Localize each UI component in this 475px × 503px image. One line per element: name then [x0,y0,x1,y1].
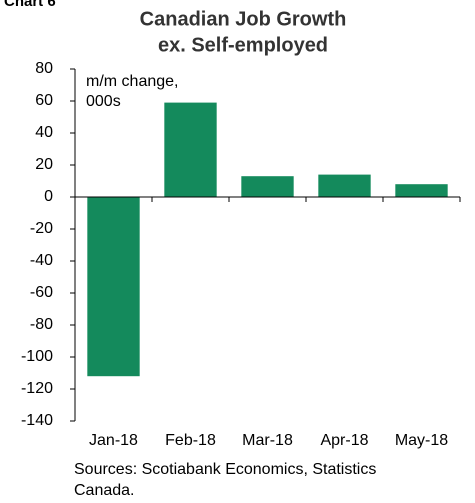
bar [395,184,448,197]
chart-title: ex. Self-employed [158,34,328,56]
y-tick-label: 0 [44,188,53,205]
bar [87,197,140,377]
y-tick-label: -140 [21,412,53,429]
x-tick-label: Apr-18 [320,432,368,449]
x-tick-label: Mar-18 [242,432,293,449]
y-tick-label: -80 [30,316,53,333]
axis-annotation: 000s [86,93,121,110]
x-tick-label: Jan-18 [89,432,138,449]
y-tick-label: 80 [35,60,53,77]
source-note: Canada. [74,482,135,499]
source-note: Sources: Scotiabank Economics, Statistic… [74,461,376,478]
bar [241,176,294,197]
y-tick-label: -20 [30,220,53,237]
y-tick-label: -100 [21,348,53,365]
chart-title: Canadian Job Growth [140,8,347,30]
x-tick-label: Feb-18 [165,432,216,449]
axis-annotation: m/m change, [86,73,178,90]
y-tick-label: -60 [30,284,53,301]
y-tick-label: 60 [35,92,53,109]
bar [164,102,217,197]
y-tick-label: -120 [21,380,53,397]
x-tick-label: May-18 [395,432,448,449]
y-tick-label: 20 [35,156,53,173]
chart-label: Chart 6 [4,0,56,10]
y-tick-label: -40 [30,252,53,269]
y-tick-label: 40 [35,124,53,141]
bar [318,174,371,197]
